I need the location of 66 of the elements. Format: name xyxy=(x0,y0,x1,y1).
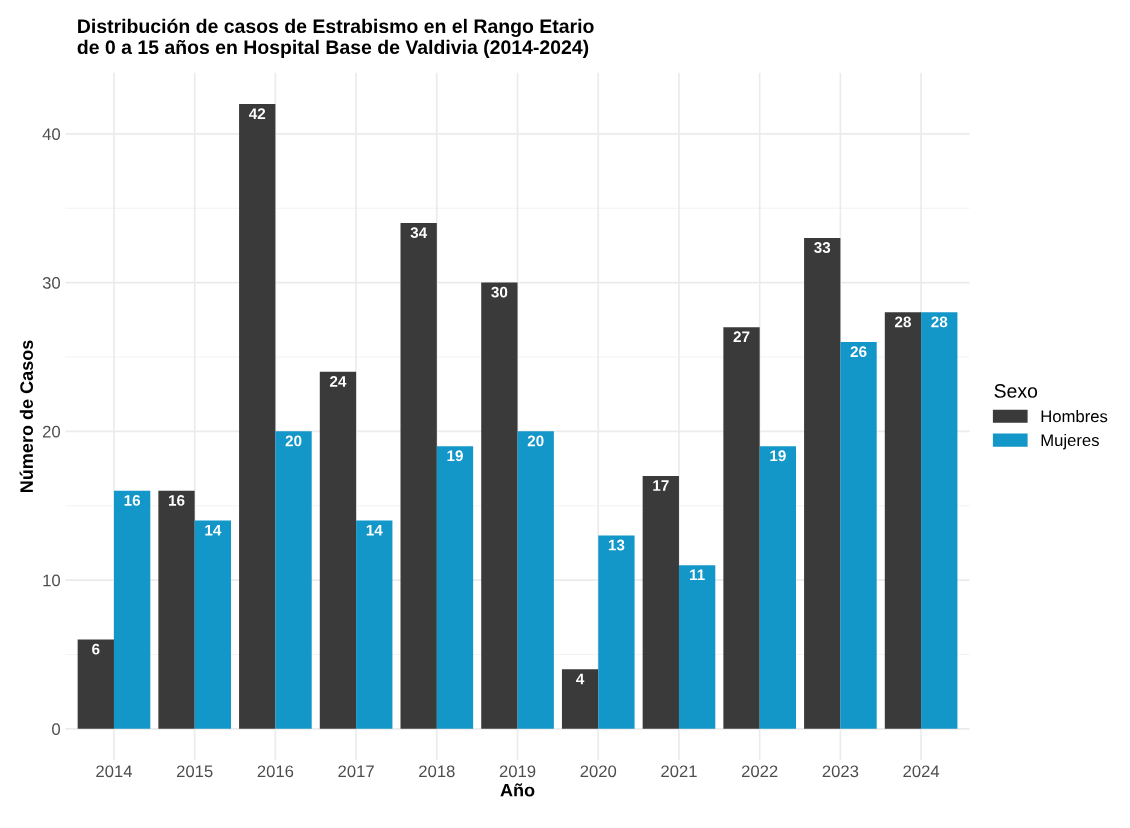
bar xyxy=(598,535,635,729)
legend-label: Mujeres xyxy=(1041,433,1099,450)
bar xyxy=(804,237,841,729)
chart-title: Distribución de casos de Estrabismo en el Rango Etario de 0 a 15 años en Hospital Base de Valdivia (2014-2024) xyxy=(77,18,594,58)
x-tick-label: 2022 xyxy=(741,765,778,778)
data-label: 19 xyxy=(770,450,786,462)
data-label: 26 xyxy=(850,346,867,358)
legend-title: Sexo xyxy=(994,384,1038,398)
bar xyxy=(239,104,276,729)
data-label: 14 xyxy=(205,524,222,536)
bar xyxy=(678,565,716,729)
x-tick-label: 2021 xyxy=(661,765,697,778)
y-tick-label: 0 xyxy=(52,723,61,736)
x-tick-label: 2017 xyxy=(338,765,374,778)
y-tick-label: 30 xyxy=(42,277,61,289)
bar xyxy=(884,312,922,729)
data-label: 17 xyxy=(653,480,669,491)
bar xyxy=(400,223,437,729)
x-tick-label: 2019 xyxy=(499,765,536,778)
x-tick-label: 2020 xyxy=(580,765,617,778)
y-tick-label: 20 xyxy=(42,425,61,438)
data-label: 34 xyxy=(410,227,428,239)
y-axis-title: Número de Casos xyxy=(19,340,34,493)
bar xyxy=(158,490,195,729)
bar xyxy=(77,639,114,729)
legend-label: Hombres xyxy=(1041,410,1108,423)
data-label: 33 xyxy=(814,242,831,253)
data-label: 27 xyxy=(733,331,750,343)
data-label: 24 xyxy=(329,375,347,387)
bar xyxy=(921,312,958,729)
bar xyxy=(723,327,760,729)
bar xyxy=(517,431,554,729)
data-label: 13 xyxy=(608,539,625,551)
y-tick-label: 40 xyxy=(42,128,61,141)
bar xyxy=(436,446,474,729)
data-label: 20 xyxy=(285,435,302,447)
data-label: 28 xyxy=(894,316,911,328)
data-label: 28 xyxy=(931,316,948,328)
x-axis-title: Año xyxy=(500,783,535,797)
bar xyxy=(759,446,796,729)
x-tick-label: 2024 xyxy=(903,765,940,778)
data-label: 42 xyxy=(248,108,266,119)
bar xyxy=(194,520,231,729)
data-label: 16 xyxy=(168,494,185,506)
x-tick-label: 2015 xyxy=(176,765,213,778)
data-label: 4 xyxy=(576,673,585,685)
y-tick-label: 10 xyxy=(43,574,61,587)
bar xyxy=(275,431,312,729)
bar xyxy=(642,475,679,729)
data-label: 19 xyxy=(447,450,463,462)
data-label: 14 xyxy=(366,524,383,536)
bar xyxy=(356,520,393,729)
x-tick-label: 2023 xyxy=(822,765,859,778)
bar xyxy=(561,669,599,729)
data-label: 11 xyxy=(690,569,705,581)
data-label: 30 xyxy=(491,286,508,298)
x-tick-label: 2016 xyxy=(257,765,294,778)
bar xyxy=(113,490,151,729)
data-label: 20 xyxy=(527,435,544,447)
data-label: 6 xyxy=(92,643,100,655)
bar xyxy=(840,342,877,729)
data-label: 16 xyxy=(124,494,141,506)
bar xyxy=(319,371,357,729)
bar xyxy=(481,282,518,729)
x-tick-label: 2018 xyxy=(419,765,455,778)
x-tick-label: 2014 xyxy=(96,765,133,778)
